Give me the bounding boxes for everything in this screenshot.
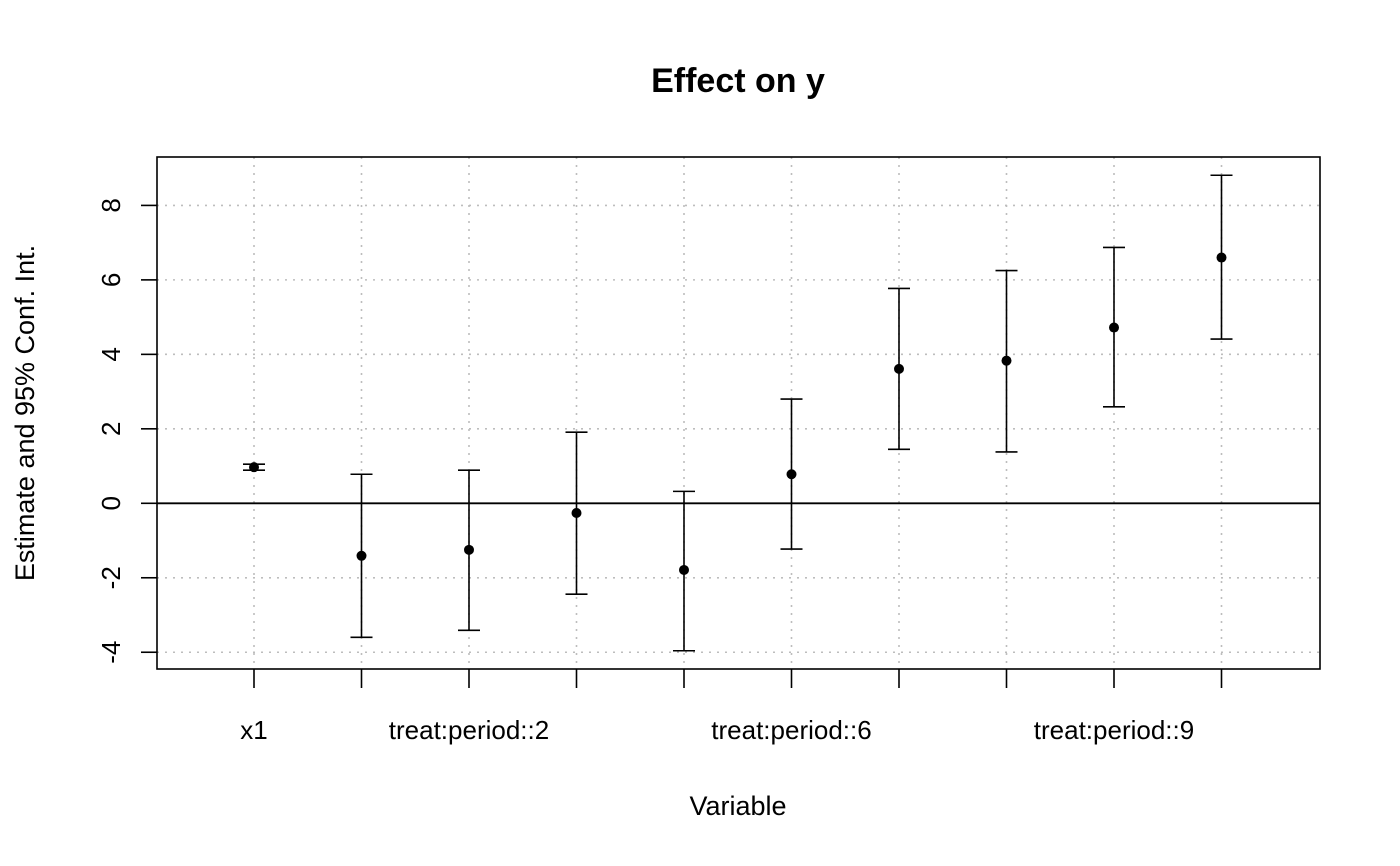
estimate-point <box>571 507 582 518</box>
y-tick-label: 6 <box>96 273 126 287</box>
x-tick-label: treat:period::2 <box>389 715 549 745</box>
y-axis-label: Estimate and 95% Conf. Int. <box>10 245 40 581</box>
estimate-point <box>249 462 259 473</box>
estimate-point <box>464 544 474 555</box>
chart-title: Effect on y <box>651 62 825 100</box>
y-tick-label: 4 <box>96 347 126 361</box>
y-tick-label: -2 <box>96 566 126 589</box>
estimate-point <box>1001 355 1012 366</box>
x-tick-label: treat:period::9 <box>1034 715 1194 745</box>
estimate-point <box>356 550 367 561</box>
estimate-point <box>1109 322 1119 333</box>
y-tick-label: -4 <box>96 641 126 664</box>
estimate-point <box>679 564 689 575</box>
plot-frame <box>156 156 1321 670</box>
estimate-point <box>1216 252 1227 263</box>
estimate-point <box>786 469 797 480</box>
grid-layer <box>157 157 1320 669</box>
axes-layer: -4 -2 0 2 4 6 8x1 treat:period::2 treat:period::… <box>96 198 1223 745</box>
y-tick-label: 2 <box>96 422 126 436</box>
marks-layer <box>243 174 1233 652</box>
estimate-point <box>894 363 904 374</box>
y-tick-label: 0 <box>96 496 126 510</box>
y-tick-label: 8 <box>96 198 126 212</box>
x-axis-label: Variable <box>689 791 786 821</box>
x-tick-label: treat:period::6 <box>711 715 871 745</box>
x-tick-label: x1 <box>240 715 267 745</box>
